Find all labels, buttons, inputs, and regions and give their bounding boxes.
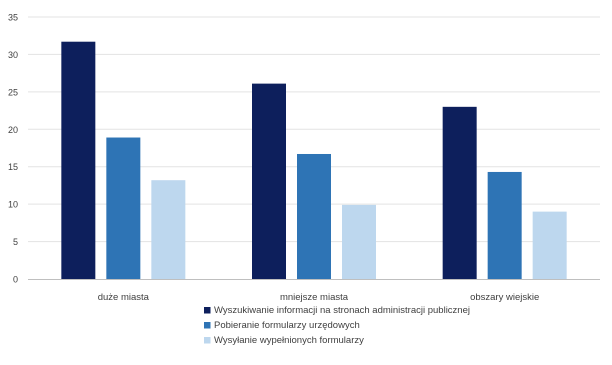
- bar-series-2-category-1: [106, 137, 141, 279]
- y-tick-label: 0: [13, 275, 18, 285]
- y-axis-ticks: 0 5 10 15 20 25 30 35: [8, 13, 18, 285]
- y-tick-label: 20: [8, 125, 18, 135]
- bar-series-1-category-3: [442, 106, 477, 279]
- legend-label: Wysyłanie wypełnionych formularzy: [214, 335, 364, 346]
- bar-series-3-category-1: [151, 180, 186, 279]
- y-tick-label: 10: [8, 200, 18, 210]
- y-tick-label: 30: [8, 50, 18, 60]
- bar-series-2-category-3: [487, 171, 522, 279]
- legend: Wyszukiwanie informacji na stronach admi…: [204, 305, 470, 346]
- bar-series-1-category-1: [61, 41, 96, 280]
- x-axis-labels: duże miasta mniejsze miasta obszary wiejsk…: [98, 292, 540, 303]
- x-tick-label: duże miasta: [98, 292, 150, 303]
- legend-label: Wyszukiwanie informacji na stronach admi…: [214, 305, 470, 316]
- bar-series-2-category-2: [297, 153, 331, 279]
- x-tick-label: obszary wiejskie: [470, 292, 539, 303]
- bar-series-3-category-3: [532, 211, 567, 279]
- y-tick-label: 25: [8, 87, 18, 97]
- y-tick-label: 35: [8, 13, 18, 23]
- legend-swatch: [204, 307, 211, 314]
- legend-label: Pobieranie formularzy urzędowych: [214, 320, 360, 331]
- bar-series-1-category-2: [252, 83, 286, 279]
- legend-swatch: [204, 322, 211, 329]
- y-tick-label: 5: [13, 237, 18, 247]
- bar-series-3-category-2: [342, 204, 376, 279]
- x-tick-label: mniejsze miasta: [280, 292, 349, 303]
- bars: [61, 41, 567, 280]
- y-tick-label: 15: [8, 162, 18, 172]
- legend-swatch: [204, 337, 211, 344]
